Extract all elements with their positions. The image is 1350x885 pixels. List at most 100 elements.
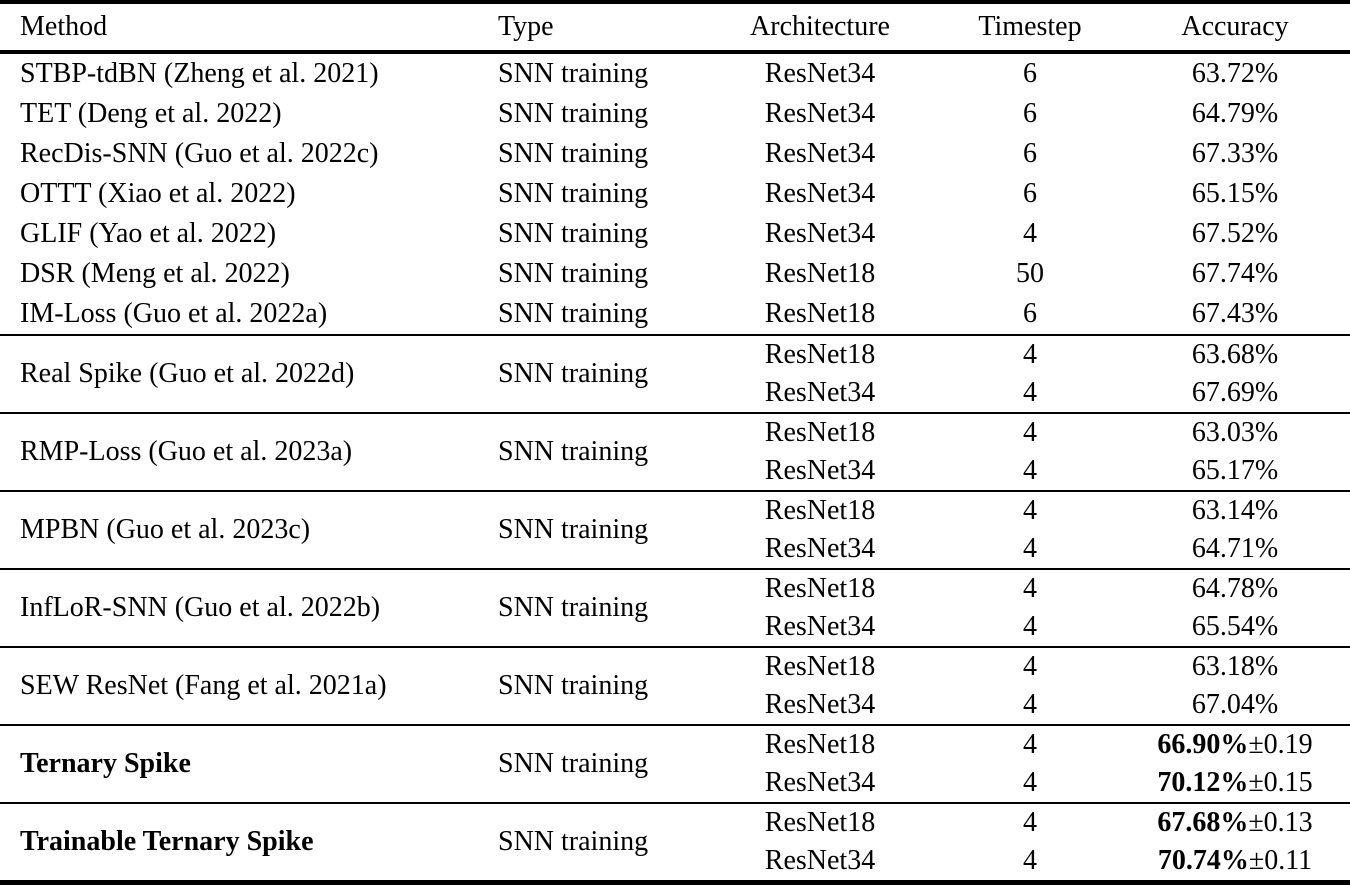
architecture-cell: ResNet18 (700, 802, 940, 842)
architecture-cell: ResNet18 (700, 568, 940, 608)
timestep-cell: 6 (1023, 138, 1037, 169)
architecture-cell: ResNet34 (764, 58, 876, 89)
type-cell: SNN training (498, 218, 649, 249)
timestep-cell: 6 (1023, 98, 1037, 129)
method-cell: RMP-Loss (Guo et al. 2023a) (0, 412, 488, 491)
method-cell: TET (Deng et al. 2022) (20, 98, 282, 129)
accuracy-cell: 67.68%±0.13 (1120, 802, 1350, 842)
timestep-cell: 6 (1023, 58, 1037, 89)
type-cell: SNN training (488, 334, 700, 413)
accuracy-value: 63.03% (1191, 417, 1279, 448)
accuracy-cell: 67.43% (1120, 294, 1350, 335)
method-cell: GLIF (Yao et al. 2022) (20, 218, 277, 249)
method-cell: RecDis-SNN (Guo et al. 2022c) (20, 138, 379, 169)
table-row: ResNet34 4 70.12%±0.15 (0, 764, 1350, 803)
type-cell: SNN training (488, 568, 700, 647)
timestep-cell: 4 (1023, 611, 1037, 642)
method-cell: InfLoR-SNN (Guo et al. 2022b) (0, 568, 488, 647)
architecture-cell: ResNet34 (764, 845, 876, 876)
accuracy-std: ±0.19 (1248, 729, 1313, 760)
accuracy-cell: 64.78% (1120, 568, 1350, 608)
accuracy-cell: 67.69% (1120, 374, 1350, 413)
table-row: ResNet34 4 70.74%±0.11 (0, 842, 1350, 883)
timestep-cell: 4 (940, 334, 1120, 374)
table-row: MPBN (Guo et al. 2023c) SNN training Res… (0, 490, 1350, 569)
col-header-method: Method (0, 2, 488, 54)
type-cell: SNN training (488, 646, 700, 725)
table-row: DSR (Meng et al. 2022) SNN training ResN… (0, 254, 1350, 294)
type-cell: SNN training (498, 298, 649, 329)
col-header-architecture: Architecture (700, 2, 940, 54)
method-cell: DSR (Meng et al. 2022) (20, 258, 290, 289)
type-cell: SNN training (488, 412, 700, 491)
accuracy-value: 63.18% (1191, 651, 1279, 682)
table-row: OTTT (Xiao et al. 2022) SNN training Res… (0, 174, 1350, 214)
col-header-timestep: Timestep (940, 2, 1120, 54)
col-header-accuracy: Accuracy (1120, 2, 1350, 54)
table-row: RMP-Loss (Guo et al. 2023a) SNN training… (0, 412, 1350, 491)
architecture-cell: ResNet18 (764, 258, 876, 289)
table-row: RecDis-SNN (Guo et al. 2022c) SNN traini… (0, 134, 1350, 174)
timestep-cell: 50 (1016, 258, 1044, 289)
accuracy-value: 63.72% (1191, 58, 1279, 89)
table-row: Trainable Ternary Spike SNN training Res… (0, 802, 1350, 883)
timestep-cell: 4 (940, 802, 1120, 842)
accuracy-cell: 63.14% (1120, 490, 1350, 530)
accuracy-cell: 67.04% (1120, 686, 1350, 725)
accuracy-std: ±0.11 (1248, 845, 1313, 876)
architecture-cell: ResNet18 (700, 724, 940, 764)
method-cell: IM-Loss (Guo et al. 2022a) (20, 298, 328, 329)
accuracy-cell: 65.17% (1120, 452, 1350, 491)
method-cell: Real Spike (Guo et al. 2022d) (0, 334, 488, 413)
method-cell: STBP-tdBN (Zheng et al. 2021) (20, 58, 379, 89)
timestep-cell: 6 (1023, 298, 1037, 329)
type-cell: SNN training (498, 58, 649, 89)
timestep-cell: 6 (1023, 178, 1037, 209)
timestep-cell: 4 (1023, 845, 1037, 876)
accuracy-value: 67.68% (1157, 807, 1249, 838)
accuracy-cell: 70.74%±0.11 (1120, 842, 1350, 883)
accuracy-value: 67.43% (1191, 298, 1279, 329)
accuracy-cell: 65.15% (1120, 174, 1350, 214)
timestep-cell: 4 (1023, 767, 1037, 798)
method-cell: Ternary Spike (0, 724, 488, 803)
timestep-cell: 4 (940, 412, 1120, 452)
accuracy-value: 70.12% (1157, 767, 1249, 798)
architecture-cell: ResNet18 (764, 298, 876, 329)
architecture-cell: ResNet34 (764, 377, 876, 408)
accuracy-value: 64.79% (1191, 98, 1279, 129)
timestep-cell: 4 (1023, 218, 1037, 249)
accuracy-std: ±0.13 (1248, 807, 1313, 838)
accuracy-value: 67.52% (1191, 218, 1279, 249)
table-row: TET (Deng et al. 2022) SNN training ResN… (0, 94, 1350, 134)
accuracy-value: 65.54% (1191, 611, 1279, 642)
architecture-cell: ResNet34 (764, 98, 876, 129)
type-cell: SNN training (488, 724, 700, 803)
table-row: STBP-tdBN (Zheng et al. 2021) SNN traini… (0, 52, 1350, 94)
method-cell: OTTT (Xiao et al. 2022) (20, 178, 296, 209)
accuracy-value: 67.69% (1191, 377, 1279, 408)
timestep-cell: 4 (1023, 377, 1037, 408)
method-cell: SEW ResNet (Fang et al. 2021a) (0, 646, 488, 725)
architecture-cell: ResNet34 (764, 138, 876, 169)
type-cell: SNN training (498, 138, 649, 169)
architecture-cell: ResNet18 (700, 646, 940, 686)
accuracy-value: 70.74% (1157, 845, 1249, 876)
table-row: ResNet34 4 67.69% (0, 374, 1350, 413)
timestep-cell: 4 (940, 490, 1120, 530)
accuracy-value: 64.71% (1191, 533, 1279, 564)
architecture-cell: ResNet34 (764, 611, 876, 642)
accuracy-cell: 70.12%±0.15 (1120, 764, 1350, 803)
accuracy-cell: 63.68% (1120, 334, 1350, 374)
table-row: ResNet34 4 65.54% (0, 608, 1350, 647)
table-row: InfLoR-SNN (Guo et al. 2022b) SNN traini… (0, 568, 1350, 647)
accuracy-std: ±0.15 (1248, 767, 1313, 798)
architecture-cell: ResNet18 (700, 490, 940, 530)
method-cell: Trainable Ternary Spike (0, 802, 488, 883)
architecture-cell: ResNet34 (764, 767, 876, 798)
col-header-type: Type (488, 2, 700, 54)
architecture-cell: ResNet34 (764, 689, 876, 720)
architecture-cell: ResNet18 (700, 412, 940, 452)
architecture-cell: ResNet34 (764, 178, 876, 209)
